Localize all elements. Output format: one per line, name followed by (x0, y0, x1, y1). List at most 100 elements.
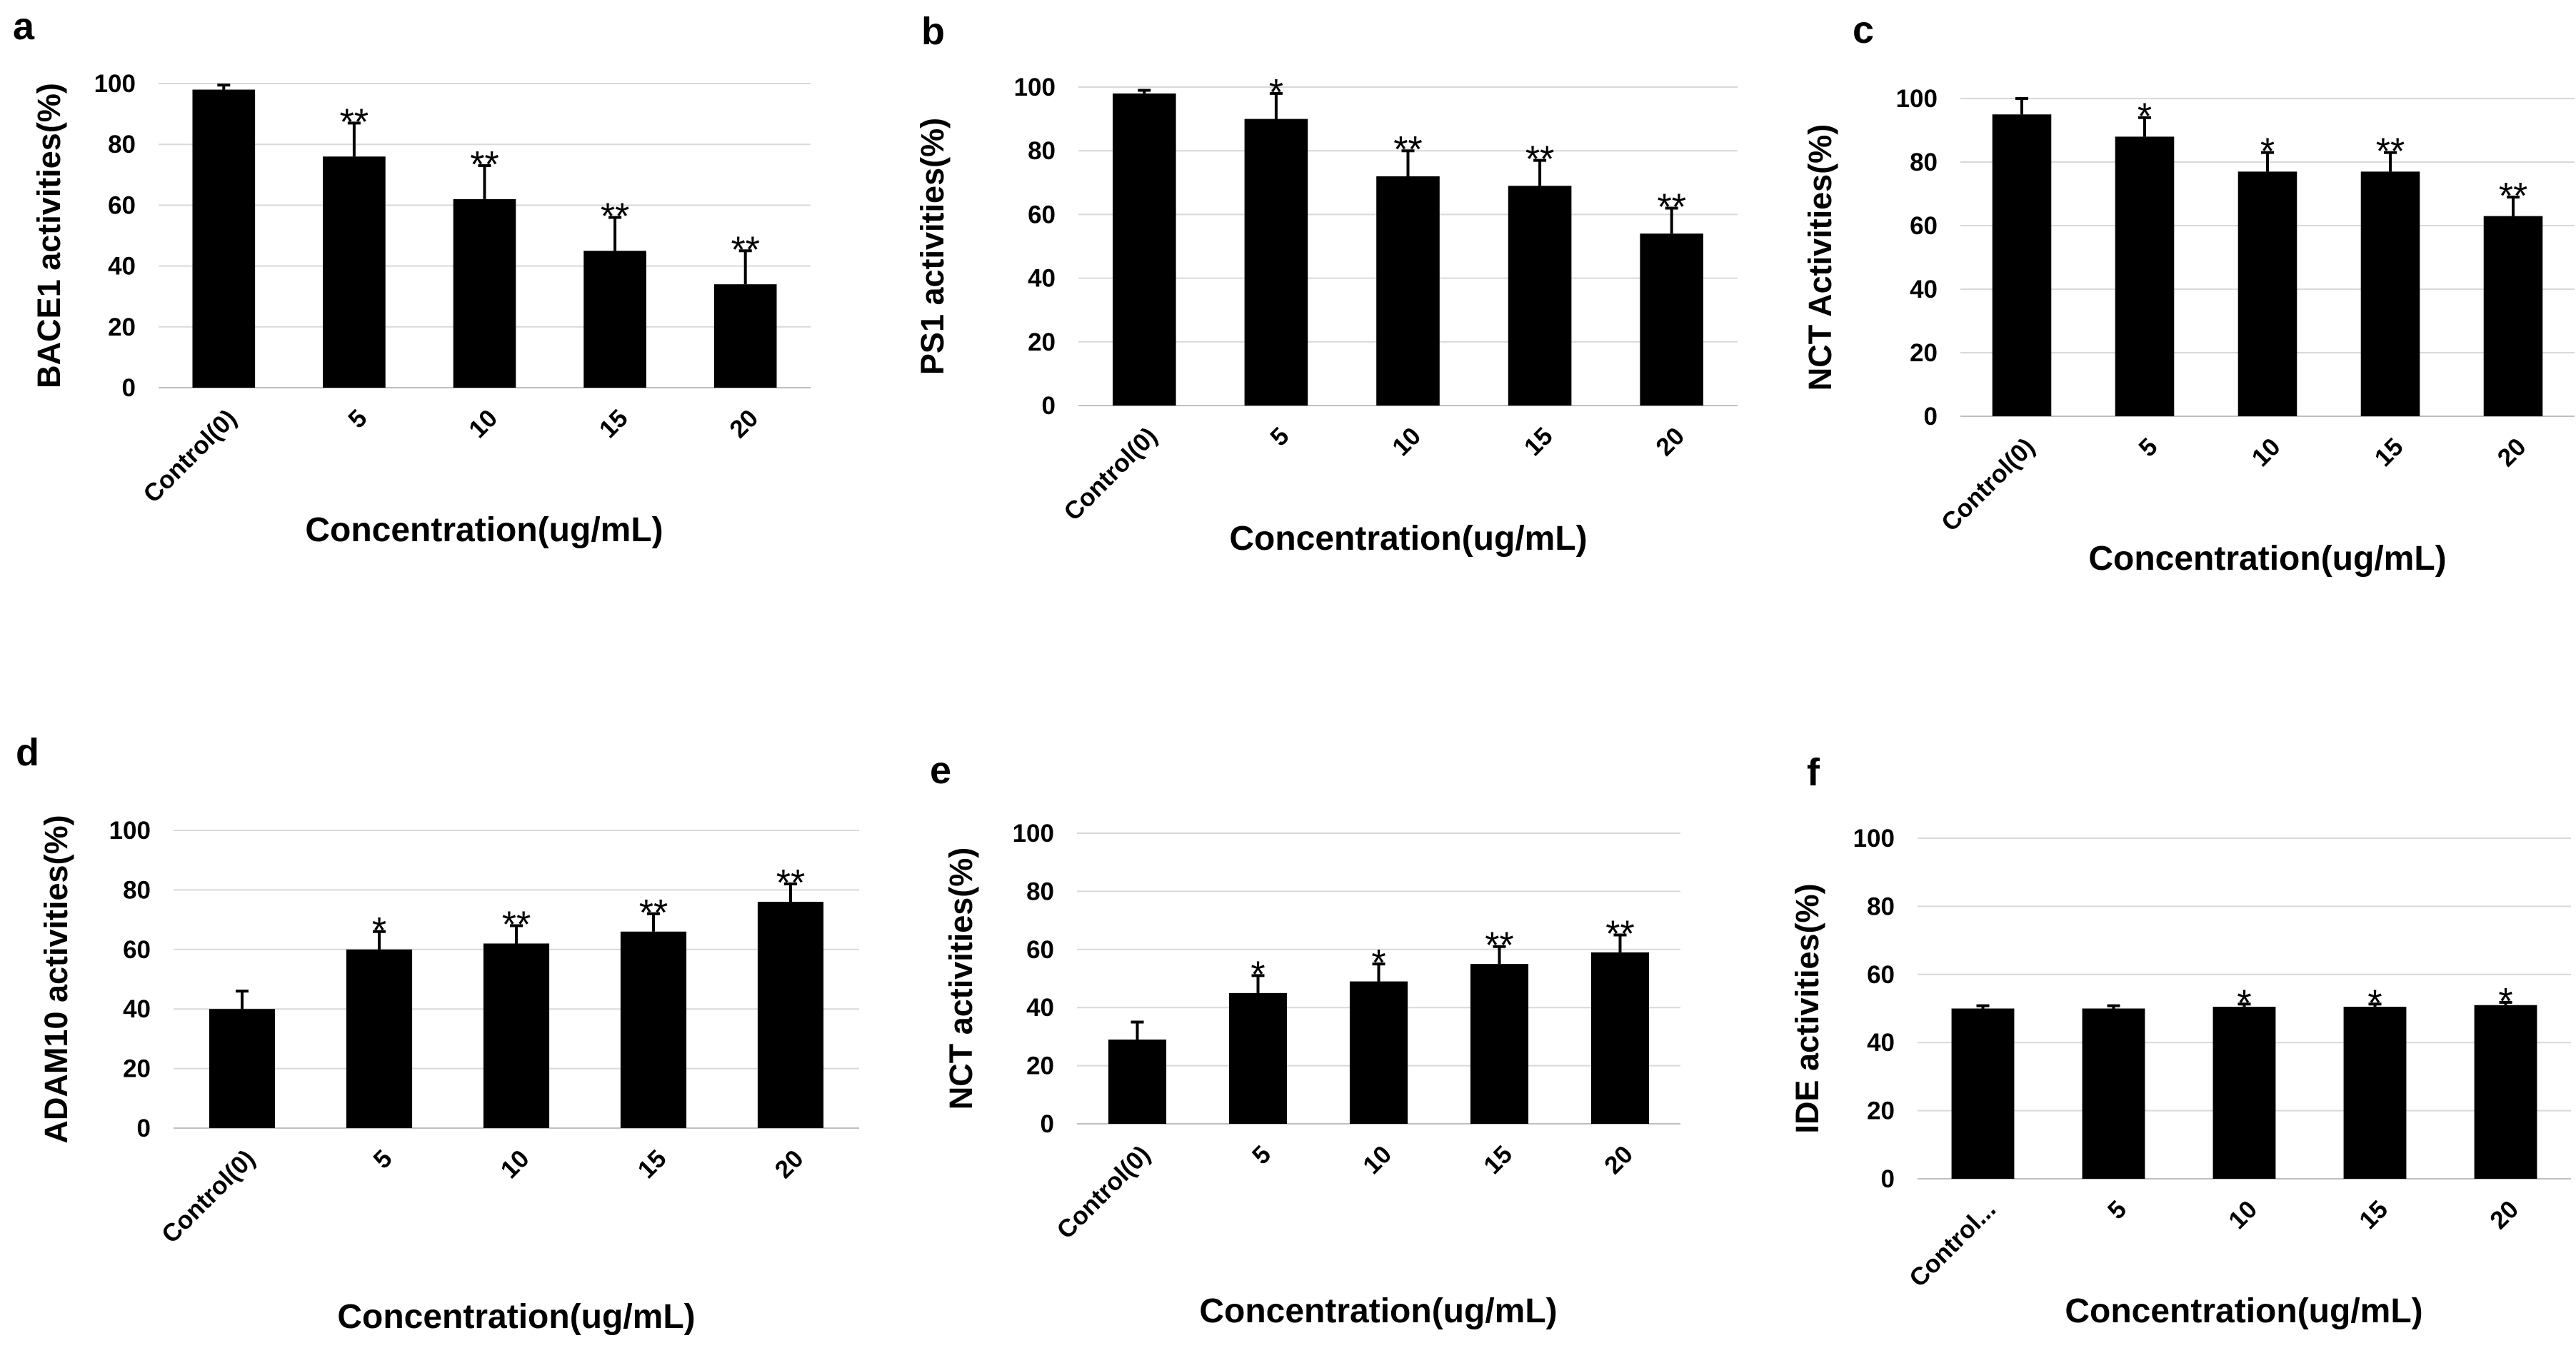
bar (2115, 136, 2175, 416)
bar (1349, 981, 1408, 1124)
x-tick-label: Control(0) (1051, 1140, 1156, 1244)
panel-letter: a (13, 5, 35, 48)
x-tick-label: 10 (463, 404, 503, 443)
x-tick-label: 10 (1358, 1140, 1397, 1180)
bar (483, 943, 550, 1128)
y-tick-label: 40 (108, 253, 136, 281)
significance-marker: * (1251, 954, 1265, 995)
y-tick-label: 100 (109, 817, 151, 845)
bar (583, 251, 646, 388)
significance-marker: ** (731, 229, 759, 271)
y-tick-label: 40 (1026, 994, 1054, 1022)
y-tick-label: 0 (1924, 403, 1938, 431)
x-tick-label: 20 (1650, 422, 1690, 461)
y-tick-label: 60 (123, 936, 151, 964)
y-tick-label: 80 (123, 876, 151, 904)
y-tick-label: 20 (1867, 1097, 1895, 1125)
x-tick-label: Control(0) (138, 404, 242, 508)
significance-marker: ** (2499, 176, 2527, 217)
x-tick-label: 10 (496, 1145, 535, 1184)
x-tick-label: Control(0) (1936, 433, 2040, 537)
bar (1992, 114, 2052, 416)
significance-marker: ** (1525, 139, 1554, 181)
significance-marker: ** (340, 101, 369, 143)
bar (192, 89, 256, 388)
x-axis-label: Concentration(ug/mL) (1199, 1292, 1557, 1330)
y-tick-label: 60 (1910, 212, 1938, 240)
x-tick-label: 20 (2492, 433, 2532, 472)
x-tick-label: 15 (1478, 1140, 1518, 1180)
x-axis-label: Concentration(ug/mL) (337, 1298, 695, 1336)
bar (1640, 233, 1704, 406)
significance-marker: * (2498, 981, 2512, 1022)
bar (323, 156, 386, 388)
bar (1112, 93, 1176, 406)
y-tick-label: 80 (108, 131, 136, 159)
significance-marker: ** (776, 862, 805, 904)
panel-letter: c (1853, 9, 1874, 51)
significance-marker: ** (1605, 913, 1634, 955)
y-tick-label: 60 (1867, 961, 1895, 989)
y-tick-label: 60 (108, 191, 136, 219)
y-tick-label: 0 (1041, 1110, 1054, 1138)
chart-panel-e: e 0 20 40 60 80 100 Control(0) * 5 * 10 ** 15 ** 20 NCT … (930, 749, 1680, 1330)
panel-letter: d (16, 731, 39, 774)
y-tick-label: 40 (1028, 265, 1056, 293)
panel-letter: f (1807, 751, 1820, 794)
chart-panel-d: d 0 20 40 60 80 100 Control(0) * 5 ** 10 ** 15 ** 20 ADA… (16, 731, 859, 1336)
significance-marker: ** (1393, 129, 1422, 171)
y-tick-label: 100 (1853, 825, 1895, 852)
x-tick-label: 5 (1247, 1140, 1276, 1170)
x-axis-label: Concentration(ug/mL) (1229, 520, 1587, 558)
bar (453, 198, 516, 388)
y-axis-label: ADAM10 activities(%) (38, 815, 74, 1143)
bar (713, 284, 777, 388)
y-tick-label: 80 (1867, 892, 1895, 920)
y-tick-label: 40 (1867, 1029, 1895, 1057)
significance-marker: * (1371, 942, 1385, 984)
bar (620, 931, 687, 1128)
x-tick-label: 20 (770, 1145, 809, 1184)
chart-panel-c: c 0 20 40 60 80 100 Control(0) * 5 * 10 ** 15 ** 20 NCT … (1802, 9, 2575, 578)
y-tick-label: 60 (1028, 201, 1056, 228)
x-tick-label: Control... (1904, 1195, 2001, 1292)
chart-panel-b: b 0 20 40 60 80 100 Control(0) * 5 ** 10 ** 15 ** 20 PS1… (914, 10, 1738, 558)
y-tick-label: 100 (1013, 820, 1054, 848)
panel-letter: b (921, 10, 945, 53)
bar (1508, 186, 1572, 406)
bar (2343, 1007, 2407, 1179)
x-tick-label: 20 (724, 404, 763, 443)
y-tick-label: 40 (1910, 276, 1938, 303)
bar (2082, 1008, 2145, 1179)
y-tick-label: 100 (1896, 85, 1938, 113)
y-tick-label: 0 (1881, 1165, 1895, 1193)
y-tick-label: 20 (123, 1055, 151, 1083)
chart-panel-f: f 0 20 40 60 80 100 Control... 5 * 10 * 15 * 20 IDE act… (1789, 751, 2571, 1330)
significance-marker: * (1269, 72, 1283, 114)
x-tick-label: 15 (594, 404, 633, 443)
x-tick-label: 5 (1265, 422, 1294, 451)
y-tick-label: 20 (1026, 1052, 1054, 1080)
bar (2483, 216, 2543, 416)
bar (2474, 1005, 2537, 1179)
x-tick-label: 15 (2370, 433, 2409, 472)
x-axis-label: Concentration(ug/mL) (305, 511, 663, 549)
y-tick-label: 80 (1028, 137, 1056, 165)
significance-marker: ** (502, 904, 531, 945)
y-tick-label: 40 (123, 995, 151, 1023)
bar (1108, 1039, 1167, 1124)
bar (1228, 992, 1288, 1124)
x-tick-label: 20 (1599, 1140, 1638, 1180)
x-tick-label: 5 (2133, 433, 2162, 462)
y-tick-label: 60 (1026, 936, 1054, 964)
x-tick-label: 20 (2485, 1195, 2524, 1234)
chart-panel-a: a 0 20 40 60 80 100 Control(0) ** 5 ** 10 ** 15 ** 20 BA… (13, 5, 811, 549)
y-tick-label: 0 (137, 1115, 151, 1142)
significance-marker: ** (2376, 131, 2405, 173)
y-tick-label: 20 (1028, 328, 1056, 356)
y-axis-label: PS1 activities(%) (914, 118, 951, 375)
significance-marker: * (2367, 982, 2382, 1024)
bar (1951, 1008, 2015, 1179)
y-axis-label: IDE activities(%) (1789, 883, 1825, 1133)
